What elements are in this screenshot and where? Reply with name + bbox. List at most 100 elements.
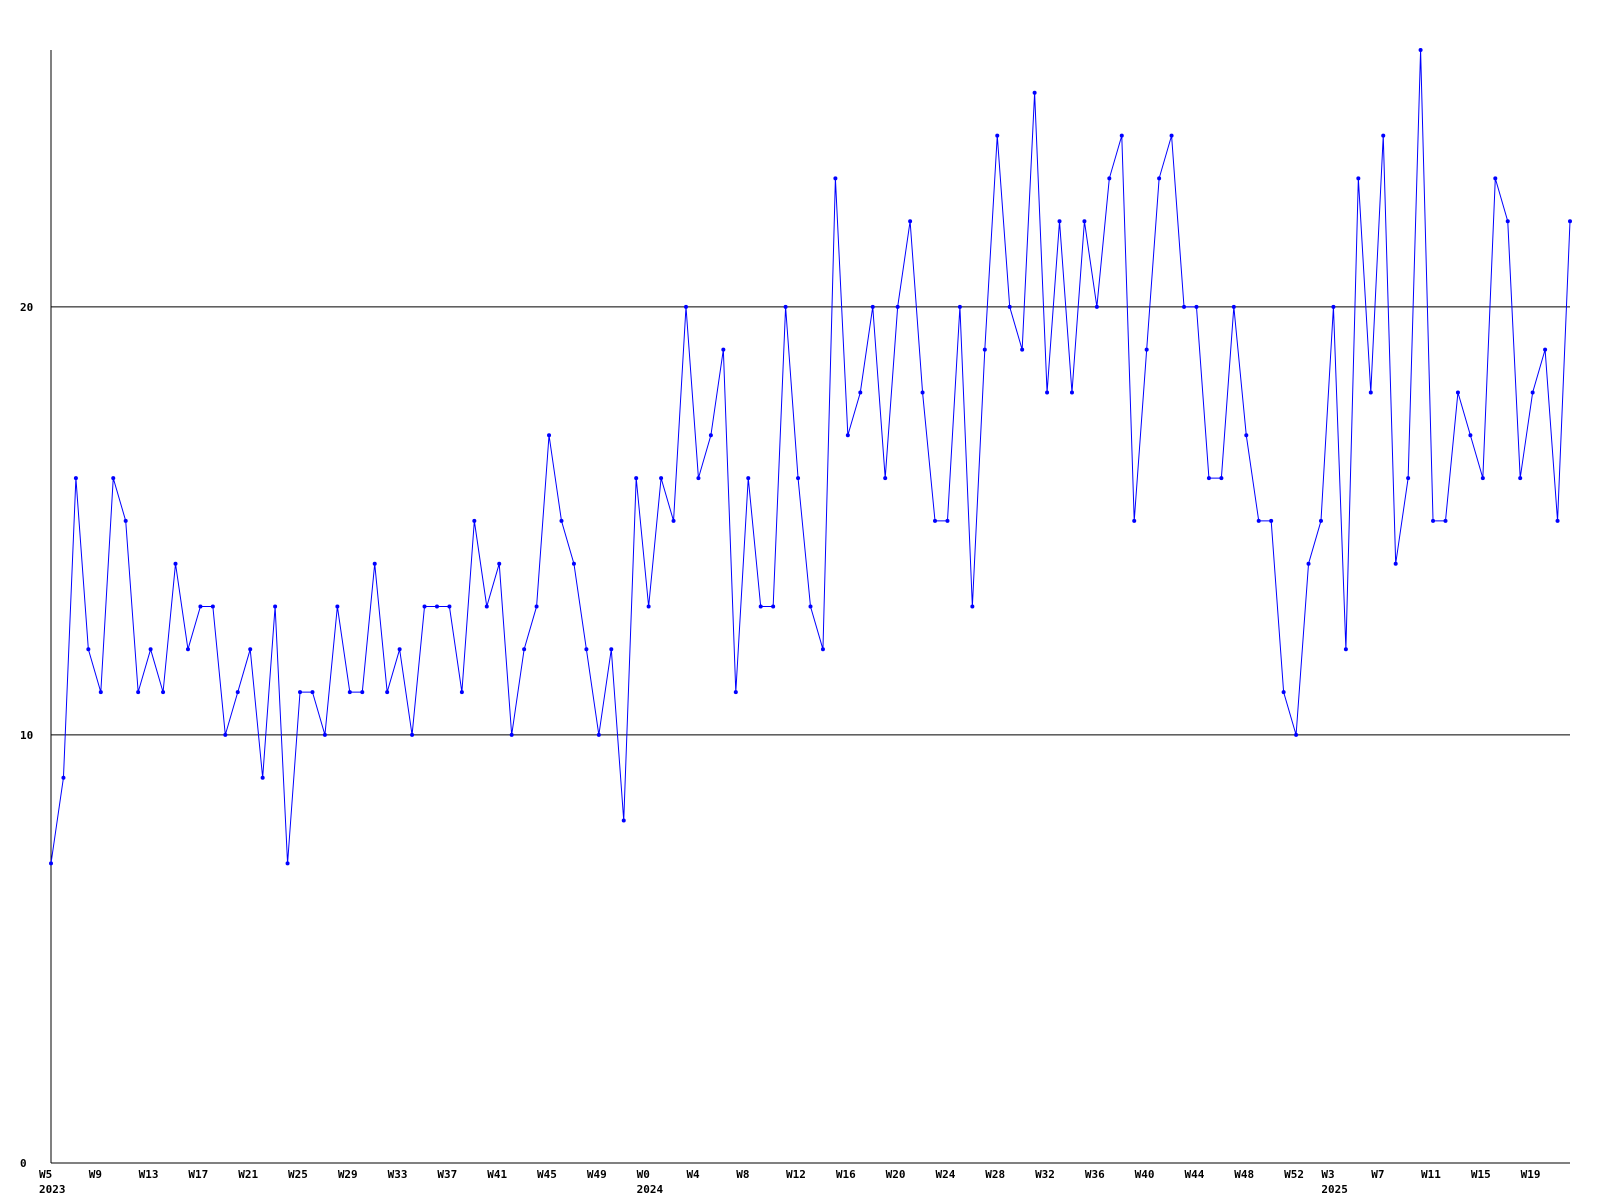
data-point — [1069, 390, 1074, 395]
data-point — [1418, 48, 1423, 52]
x-tick-label: W41 — [487, 1168, 507, 1181]
data-point — [198, 604, 203, 609]
data-point — [1331, 304, 1336, 309]
data-point — [696, 476, 701, 481]
data-point — [484, 604, 489, 609]
data-point — [1269, 518, 1274, 523]
data-point — [522, 647, 527, 652]
data-point — [422, 604, 427, 609]
data-point — [1107, 176, 1112, 181]
data-point — [322, 732, 327, 737]
data-point — [1318, 518, 1323, 523]
data-point — [1082, 219, 1087, 224]
data-point — [671, 518, 676, 523]
data-point — [1194, 304, 1199, 309]
x-tick-label: W0 — [637, 1168, 650, 1181]
data-point — [385, 690, 390, 695]
data-point — [808, 604, 813, 609]
data-point — [235, 690, 240, 695]
data-point — [223, 732, 228, 737]
data-point — [335, 604, 340, 609]
data-point — [173, 561, 178, 566]
data-point — [895, 304, 900, 309]
data-point — [397, 647, 402, 652]
data-point — [1368, 390, 1373, 395]
x-tick-label: W17 — [188, 1168, 208, 1181]
x-tick-label: W19 — [1521, 1168, 1541, 1181]
data-point — [1007, 304, 1012, 309]
data-point — [609, 647, 614, 652]
x-tick-label: W4 — [686, 1168, 700, 1181]
data-point — [148, 647, 153, 652]
data-point — [820, 647, 825, 652]
data-point — [273, 604, 278, 609]
data-point — [1455, 390, 1460, 395]
data-point — [98, 690, 103, 695]
x-tick-label: W9 — [89, 1168, 102, 1181]
y-tick-labels: 0 10 20 — [20, 301, 33, 1170]
data-point — [584, 647, 589, 652]
x-tick-label: W5 — [39, 1168, 52, 1181]
x-tick-label: W32 — [1035, 1168, 1055, 1181]
data-point — [634, 476, 639, 481]
series — [49, 48, 1572, 866]
data-point — [783, 304, 788, 309]
x-tick-label: W44 — [1184, 1168, 1204, 1181]
data-point — [1094, 304, 1099, 309]
data-point — [708, 433, 713, 438]
x-tick-label: W48 — [1234, 1168, 1254, 1181]
data-point — [1343, 647, 1348, 652]
data-point — [310, 690, 315, 695]
data-point — [86, 647, 91, 652]
data-point — [1020, 347, 1025, 352]
x-tick-label: W11 — [1421, 1168, 1441, 1181]
x-tick-label: W25 — [288, 1168, 308, 1181]
data-point — [970, 604, 975, 609]
data-point — [1555, 518, 1560, 523]
data-point — [1231, 304, 1236, 309]
x-tick-label: W28 — [985, 1168, 1005, 1181]
data-point — [758, 604, 763, 609]
data-point — [646, 604, 651, 609]
y-tick-label: 20 — [20, 301, 33, 314]
data-point — [833, 176, 838, 181]
data-point — [459, 690, 464, 695]
data-point — [920, 390, 925, 395]
data-point — [1393, 561, 1398, 566]
x-tick-label: W52 — [1284, 1168, 1304, 1181]
data-point — [210, 604, 215, 609]
data-point — [1431, 518, 1436, 523]
x-tick-label: W21 — [238, 1168, 258, 1181]
x-tick-label: W8 — [736, 1168, 749, 1181]
x-tick-label: W37 — [437, 1168, 457, 1181]
data-point — [995, 133, 1000, 138]
data-point — [136, 690, 141, 695]
data-point — [883, 476, 888, 481]
data-point — [1045, 390, 1050, 395]
data-point — [1406, 476, 1411, 481]
data-point — [1306, 561, 1311, 566]
data-point — [1144, 347, 1149, 352]
data-point — [1206, 476, 1211, 481]
data-point — [447, 604, 452, 609]
data-point — [596, 732, 601, 737]
data-point — [1219, 476, 1224, 481]
data-point — [1568, 219, 1572, 224]
data-point — [497, 561, 502, 566]
data-point — [870, 304, 875, 309]
x-tick-label: W13 — [139, 1168, 159, 1181]
data-point — [1468, 433, 1473, 438]
data-point — [1443, 518, 1448, 523]
axes — [50, 50, 1570, 1164]
data-point — [1281, 690, 1286, 695]
data-point — [908, 219, 913, 224]
data-point — [771, 604, 776, 609]
x-tick-label: W29 — [338, 1168, 358, 1181]
data-point — [285, 861, 290, 866]
data-point — [1480, 476, 1485, 481]
data-point — [111, 476, 116, 481]
data-point — [945, 518, 950, 523]
data-point — [683, 304, 688, 309]
data-point — [559, 518, 564, 523]
